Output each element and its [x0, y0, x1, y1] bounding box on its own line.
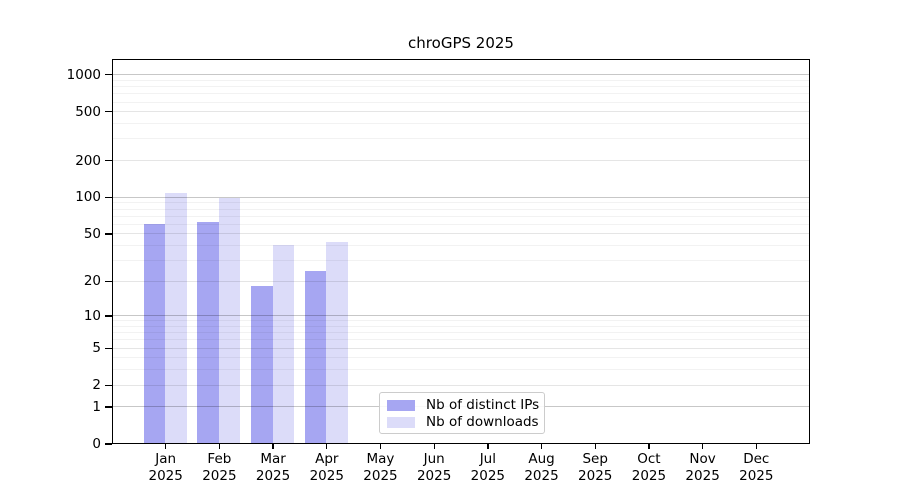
x-tick-mark-jul [487, 444, 489, 449]
x-tick-label-feb: Feb 2025 [202, 451, 237, 484]
x-tick-mark-mar [272, 444, 274, 449]
y-tick-mark-50 [105, 233, 112, 235]
bar-feb-downloads [218, 197, 241, 443]
legend-swatch-downloads [387, 417, 415, 428]
gridline-70 [113, 215, 809, 217]
gridline-90 [113, 202, 809, 204]
x-tick-mark-sep [594, 444, 596, 449]
legend-entry-distinct-ips: Nb of distinct IPs [387, 397, 544, 414]
bar-jan-downloads [165, 192, 187, 443]
gridline-900 [113, 79, 809, 81]
x-tick-label-jul: Jul 2025 [470, 451, 506, 484]
x-tick-mark-aug [540, 444, 543, 449]
gridline-6 [113, 339, 809, 341]
gridline-40 [113, 245, 809, 246]
y-tick-mark-20 [105, 280, 112, 282]
x-tick-label-oct: Oct 2025 [631, 451, 667, 484]
gridline-9 [113, 320, 809, 322]
gridline-500 [113, 111, 809, 113]
legend-label-distinct-ips: Nb of distinct IPs [426, 397, 540, 413]
y-tick-label-1: 1 [92, 398, 101, 415]
x-tick-mark-jan [165, 444, 167, 449]
x-tick-mark-jun [433, 444, 435, 449]
gridline-20 [113, 280, 809, 282]
legend-entry-downloads: Nb of downloads [387, 414, 544, 431]
x-tick-label-mar: Mar 2025 [255, 451, 291, 484]
x-tick-mark-feb [218, 444, 221, 449]
y-tick-label-20: 20 [83, 273, 101, 290]
y-tick-label-50: 50 [83, 225, 101, 242]
y-tick-label-100: 100 [75, 189, 101, 206]
bar-feb-distinct-ips [197, 222, 219, 443]
gridline-1000 [113, 74, 809, 76]
gridline-400 [113, 123, 809, 125]
x-tick-label-jun: Jun 2025 [416, 451, 452, 484]
y-tick-label-5: 5 [92, 340, 101, 357]
y-tick-mark-1 [105, 406, 112, 408]
y-tick-mark-2 [105, 384, 112, 386]
bar-mar-downloads [272, 244, 295, 443]
y-tick-label-10: 10 [83, 307, 101, 324]
gridline-600 [113, 101, 809, 103]
gridline-3 [113, 369, 809, 371]
y-tick-label-1000: 1000 [66, 66, 101, 83]
gridline-200 [113, 160, 809, 162]
legend: Nb of distinct IPs Nb of downloads [379, 392, 545, 434]
x-tick-mark-apr [326, 444, 328, 449]
y-tick-mark-10 [105, 315, 112, 317]
y-tick-mark-1000 [105, 74, 112, 76]
bar-jan-distinct-ips [143, 224, 166, 443]
gridline-2 [113, 384, 809, 386]
y-tick-label-2: 2 [92, 377, 101, 394]
gridline-700 [113, 93, 809, 95]
gridline-8 [113, 326, 809, 328]
x-tick-label-apr: Apr 2025 [309, 451, 344, 484]
legend-swatch-distinct-ips [387, 400, 415, 411]
y-tick-mark-5 [105, 347, 112, 349]
gridline-30 [113, 259, 809, 261]
legend-label-downloads: Nb of downloads [426, 414, 539, 430]
gridline-4 [113, 357, 809, 359]
x-tick-label-sep: Sep 2025 [578, 451, 613, 484]
x-tick-mark-may [379, 444, 382, 449]
chart-title: chroGPS 2025 [408, 34, 514, 52]
grid-layer [113, 60, 809, 443]
gridline-60 [113, 223, 809, 225]
gridline-5 [113, 347, 809, 349]
y-tick-label-200: 200 [75, 152, 101, 169]
plot-area [112, 59, 810, 444]
gridline-7 [113, 332, 809, 334]
gridline-300 [113, 138, 809, 140]
gridline-80 [113, 208, 809, 210]
bars-layer [113, 60, 809, 443]
x-tick-label-jan: Jan 2025 [148, 451, 183, 484]
y-tick-mark-200 [105, 159, 112, 162]
y-tick-mark-500 [105, 111, 112, 113]
x-tick-label-dec: Dec 2025 [739, 451, 774, 484]
gridline-100 [113, 196, 809, 198]
y-tick-mark-100 [105, 196, 112, 199]
x-tick-label-aug: Aug 2025 [524, 451, 559, 484]
x-tick-mark-dec [755, 444, 757, 449]
x-tick-label-may: May 2025 [363, 451, 398, 484]
bar-mar-distinct-ips [251, 285, 273, 443]
gridline-800 [113, 86, 809, 88]
gridline-10 [113, 315, 809, 317]
y-tick-label-500: 500 [75, 103, 101, 120]
bar-apr-distinct-ips [304, 270, 327, 443]
bar-apr-downloads [326, 241, 348, 443]
x-tick-label-nov: Nov 2025 [685, 451, 720, 484]
y-tick-mark-0 [105, 443, 112, 445]
y-tick-label-0: 0 [92, 436, 101, 452]
x-tick-mark-nov [702, 444, 704, 449]
gridline-50 [113, 233, 809, 235]
x-tick-mark-oct [648, 444, 650, 449]
